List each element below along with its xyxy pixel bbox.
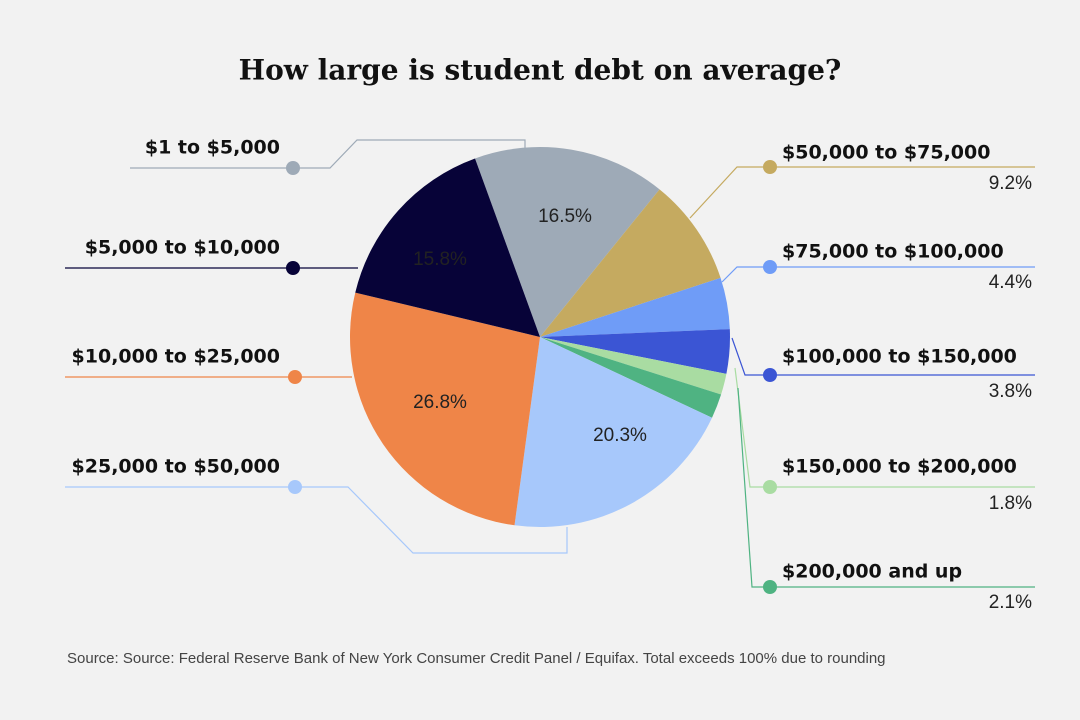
pie-slice bbox=[514, 337, 713, 527]
value-label: 4.4% bbox=[989, 272, 1032, 293]
legend-dot bbox=[763, 160, 777, 174]
leader-line bbox=[721, 266, 1035, 283]
leader-line bbox=[731, 337, 1035, 376]
category-label: $150,000 to $200,000 bbox=[782, 456, 1017, 478]
category-label: $10,000 to $25,000 bbox=[72, 346, 280, 368]
pie-slice bbox=[475, 147, 660, 337]
legend-dot bbox=[288, 480, 302, 494]
pie-slice bbox=[349, 292, 540, 526]
value-label: 20.3% bbox=[593, 425, 647, 446]
pie-slice bbox=[540, 329, 730, 374]
value-label: 2.1% bbox=[989, 592, 1032, 613]
category-label: $1 to $5,000 bbox=[145, 137, 280, 159]
pie-slice bbox=[540, 337, 727, 395]
value-label: 3.8% bbox=[989, 381, 1032, 402]
legend-dot bbox=[286, 161, 300, 175]
pie-slice bbox=[540, 337, 722, 418]
value-label: 15.8% bbox=[413, 249, 467, 270]
value-label: 1.8% bbox=[989, 493, 1032, 514]
value-label: 9.2% bbox=[989, 173, 1032, 194]
legend-dot bbox=[286, 261, 300, 275]
leader-line bbox=[130, 139, 526, 169]
value-label: 26.8% bbox=[413, 392, 467, 413]
legend-dot bbox=[763, 260, 777, 274]
chart-title: How large is student debt on average? bbox=[239, 54, 842, 87]
category-label: $5,000 to $10,000 bbox=[85, 237, 280, 259]
value-label: 16.5% bbox=[538, 206, 592, 227]
pie-slice bbox=[355, 158, 540, 337]
leader-line bbox=[689, 166, 1035, 219]
leader-line bbox=[65, 486, 568, 554]
category-label: $50,000 to $75,000 bbox=[782, 142, 990, 164]
source-note: Source: Source: Federal Reserve Bank of … bbox=[67, 650, 886, 667]
pie-slice bbox=[540, 189, 721, 337]
leader-line bbox=[734, 367, 1035, 488]
pie-slice bbox=[540, 277, 730, 337]
legend-dot bbox=[763, 580, 777, 594]
category-label: $75,000 to $100,000 bbox=[782, 241, 1004, 263]
leader-line bbox=[737, 387, 1035, 588]
category-label: $100,000 to $150,000 bbox=[782, 346, 1017, 368]
category-label: $200,000 and up bbox=[782, 561, 962, 583]
legend-dot bbox=[288, 370, 302, 384]
category-label: $25,000 to $50,000 bbox=[72, 456, 280, 478]
legend-dot bbox=[763, 368, 777, 382]
legend-dot bbox=[763, 480, 777, 494]
